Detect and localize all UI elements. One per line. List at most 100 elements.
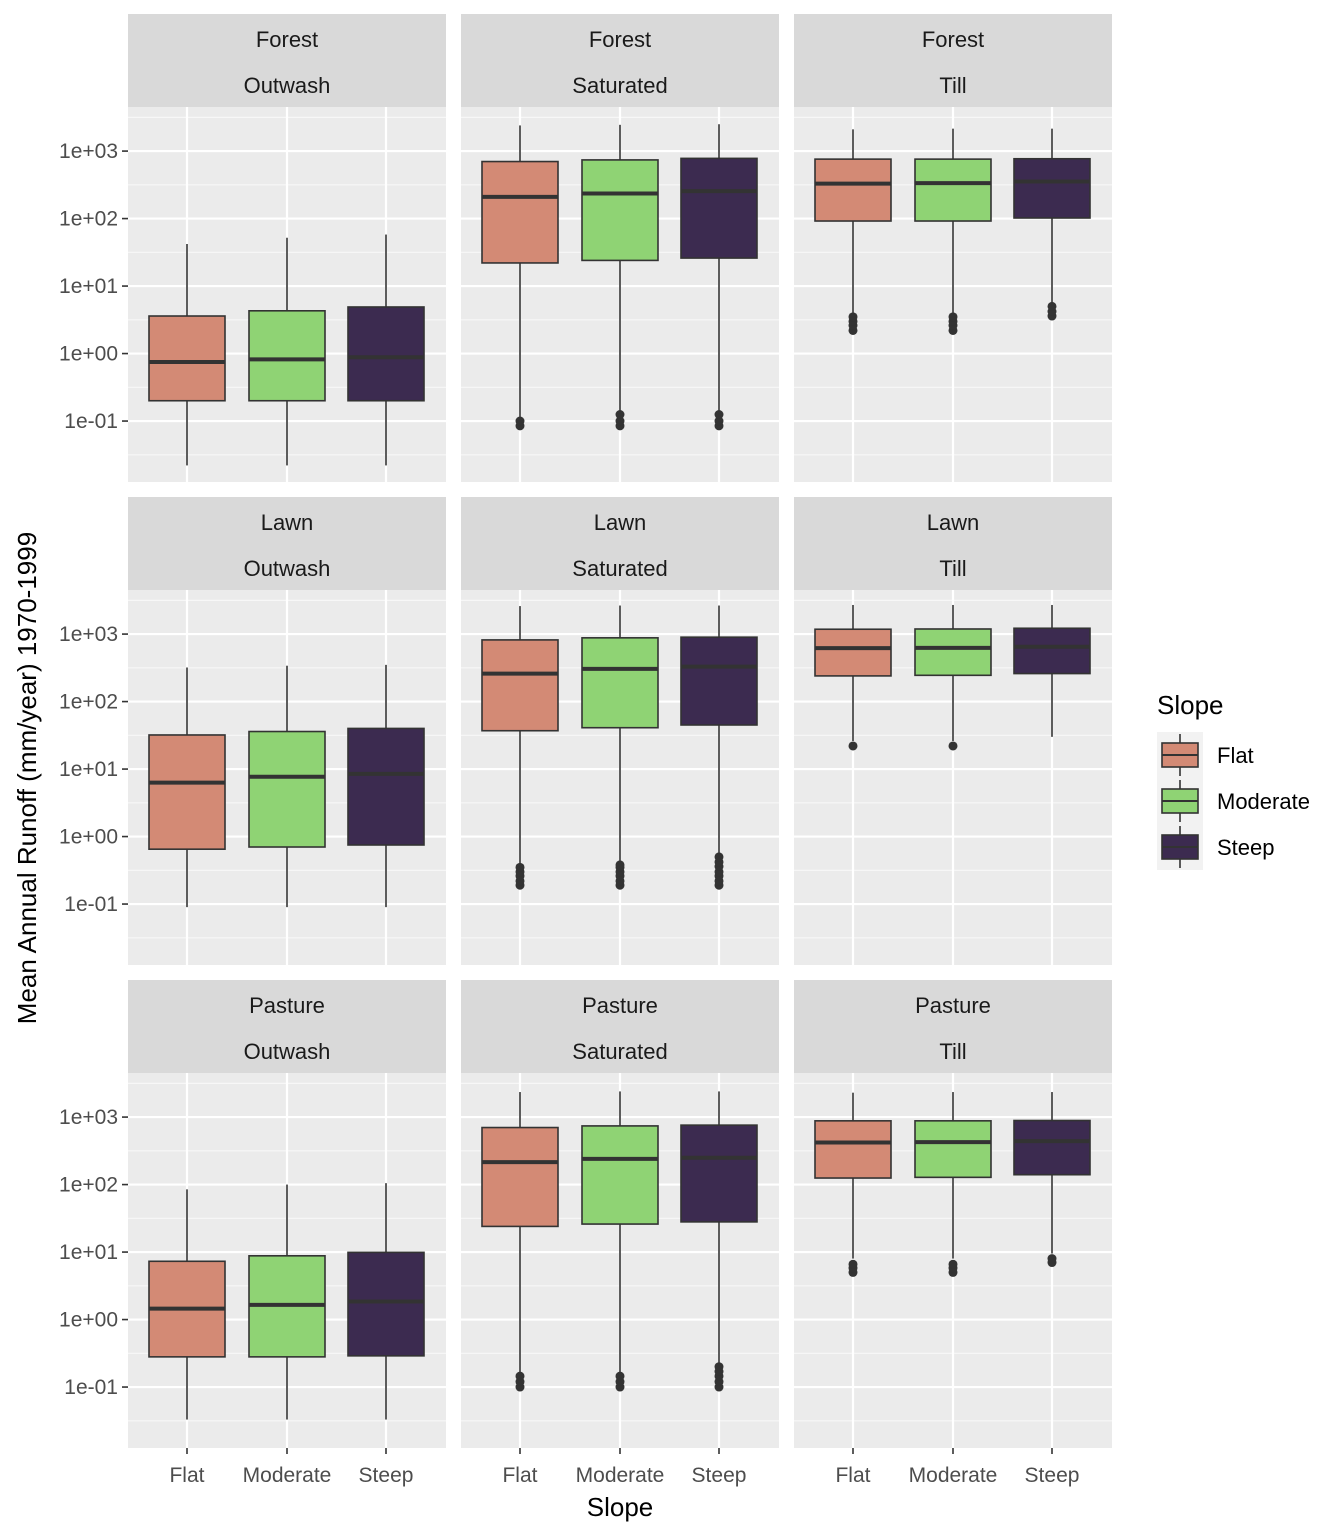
x-tick-label: Moderate: [243, 1464, 332, 1487]
box-iqr: [1013, 1119, 1091, 1176]
x-tick-label: Moderate: [909, 1464, 998, 1487]
box-moderate: [581, 1091, 659, 1392]
box-iqr: [148, 315, 226, 402]
box-flat: [481, 125, 559, 431]
box-flat: [481, 606, 559, 890]
x-tick-label: Steep: [359, 1464, 414, 1487]
outlier-point: [948, 1259, 958, 1269]
box-iqr: [814, 628, 892, 677]
y-tick-label: 1e+00: [59, 343, 118, 366]
box-steep: [1013, 1092, 1091, 1268]
facet-strip: [794, 980, 1112, 1073]
outlier-point: [848, 741, 858, 751]
box-iqr: [914, 628, 992, 677]
box-flat: [481, 1092, 559, 1392]
facet-panel: Pasture Saturated: [461, 980, 779, 1448]
box-steep: [347, 234, 425, 466]
outlier-point: [1047, 301, 1057, 311]
box-steep: [1013, 128, 1091, 321]
legend-label: Steep: [1217, 835, 1275, 860]
box-moderate: [581, 605, 659, 890]
legend-label: Moderate: [1217, 789, 1310, 814]
facet-strip-label-soil: Till: [939, 73, 966, 98]
facet-panel: Pasture Till: [794, 980, 1112, 1448]
facet-strip-label-landcover: Pasture: [249, 993, 325, 1018]
x-axes-layer: Flat Moderate Steep Flat Moderate Steep Flat Mo…: [169, 1448, 1079, 1487]
box-flat: [148, 244, 226, 466]
facet-strip-label-landcover: Forest: [922, 27, 984, 52]
box-flat: [814, 129, 892, 335]
box-flat: [148, 1189, 226, 1420]
box-iqr: [347, 727, 425, 846]
y-tick-label: 1e-01: [64, 1376, 118, 1399]
box-flat: [814, 604, 892, 751]
facet-strip: [461, 497, 779, 590]
facet-strip: [128, 980, 446, 1073]
facet-panel: Lawn Saturated: [461, 497, 779, 965]
box-iqr: [481, 160, 559, 264]
box-moderate: [248, 1184, 326, 1420]
outlier-point: [515, 1371, 525, 1381]
legend-title: Slope: [1157, 690, 1224, 720]
y-tick-label: 1e+03: [59, 140, 118, 163]
outlier-point: [1047, 1254, 1057, 1264]
box-iqr: [914, 1120, 992, 1179]
y-tick-label: 1e+02: [59, 1174, 118, 1197]
outlier-point: [615, 410, 625, 420]
box-iqr: [814, 158, 892, 222]
box-moderate: [248, 237, 326, 466]
y-tick-label: 1e+02: [59, 691, 118, 714]
facet-strip-label-soil: Saturated: [572, 556, 667, 581]
facet-strip: [128, 497, 446, 590]
outlier-point: [714, 410, 724, 420]
facet-strip-label-soil: Till: [939, 556, 966, 581]
x-tick-label: Flat: [835, 1464, 870, 1487]
facet-strip-label-landcover: Lawn: [594, 510, 647, 535]
outlier-point: [515, 416, 525, 426]
facet-strip-label-soil: Saturated: [572, 73, 667, 98]
box-iqr: [481, 1126, 559, 1228]
y-tick-label: 1e+00: [59, 826, 118, 849]
box-moderate: [914, 1092, 992, 1277]
facet-panel: Forest Saturated: [461, 14, 779, 482]
box-moderate: [581, 124, 659, 431]
y-tick-label: 1e+01: [59, 275, 118, 298]
facet-panel: Forest Outwash: [128, 14, 446, 482]
facet-strip-label-landcover: Pasture: [582, 993, 658, 1018]
facet-strip-label-landcover: Pasture: [915, 993, 991, 1018]
facet-panel: Forest Till: [794, 14, 1112, 482]
box-iqr: [680, 157, 758, 259]
y-tick-label: 1e+02: [59, 208, 118, 231]
y-tick-label: 1e+01: [59, 758, 118, 781]
box-steep: [680, 1091, 758, 1392]
box-moderate: [914, 604, 992, 751]
box-steep: [1013, 604, 1091, 737]
x-tick-label: Flat: [502, 1464, 537, 1487]
facet-strip-label-soil: Outwash: [244, 556, 331, 581]
outlier-point: [615, 860, 625, 870]
outlier-point: [615, 1371, 625, 1381]
facet-strip: [461, 14, 779, 107]
outlier-point: [848, 312, 858, 322]
box-iqr: [581, 1125, 659, 1225]
box-iqr: [581, 637, 659, 729]
x-tick-label: Moderate: [576, 1464, 665, 1487]
outlier-point: [615, 416, 625, 426]
box-iqr: [1013, 627, 1091, 675]
y-tick-label: 1e-01: [64, 893, 118, 916]
y-axis-title: Mean Annual Runoff (mm/year) 1970-1999: [12, 532, 42, 1024]
x-tick-label: Steep: [1025, 1464, 1080, 1487]
box-iqr: [581, 159, 659, 262]
facet-panel: Pasture Outwash: [128, 980, 446, 1448]
y-tick-label: 1e+03: [59, 623, 118, 646]
x-tick-label: Steep: [692, 1464, 747, 1487]
facet-panel: Lawn Till: [794, 497, 1112, 965]
y-axes-layer: 1e-01 1e+00 1e+01 1e+02 1e+03 1e-01 1e+00 1e+01…: [59, 140, 128, 1399]
box-steep: [680, 605, 758, 890]
box-iqr: [148, 734, 226, 850]
box-steep: [347, 664, 425, 908]
box-iqr: [680, 1124, 758, 1223]
y-tick-label: 1e-01: [64, 410, 118, 433]
box-iqr: [248, 310, 326, 402]
box-flat: [814, 1092, 892, 1277]
